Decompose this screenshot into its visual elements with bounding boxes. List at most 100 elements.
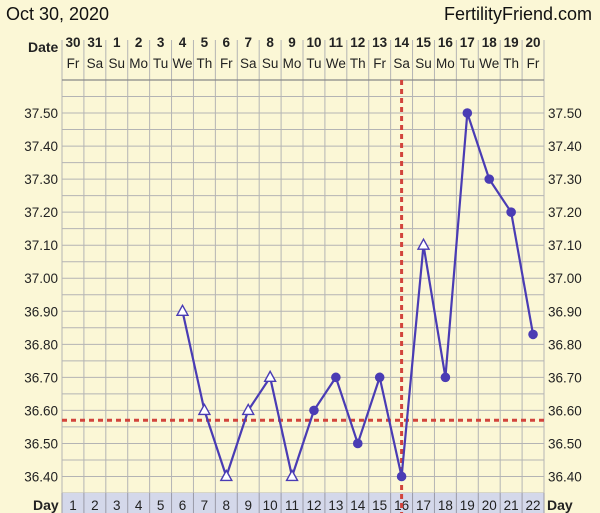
weekday-label: We: [326, 56, 346, 71]
weekday-label: Fr: [373, 56, 386, 71]
ytick-right: 36.40: [548, 469, 582, 484]
day-label: 22: [526, 498, 541, 513]
date-label: 1: [113, 35, 121, 50]
day-row-label-right: Day: [547, 497, 573, 513]
day-label: 21: [504, 498, 519, 513]
date-label: 3: [157, 35, 165, 50]
day-label: 20: [482, 498, 497, 513]
ytick-left: 36.60: [24, 403, 58, 418]
weekday-label: Su: [262, 56, 279, 71]
ytick-right: 36.60: [548, 403, 582, 418]
date-label: 30: [65, 35, 80, 50]
weekday-label: Tu: [153, 56, 168, 71]
ytick-left: 37.40: [24, 139, 58, 154]
date-label: 8: [266, 35, 274, 50]
weekday-label: Sa: [240, 56, 257, 71]
data-point-dot: [440, 372, 451, 383]
day-label: 12: [306, 498, 321, 513]
weekday-label: Mo: [129, 56, 148, 71]
day-label: 7: [201, 498, 209, 513]
weekday-label: Tu: [460, 56, 475, 71]
date-label: 7: [244, 35, 252, 50]
day-label: 11: [285, 498, 299, 513]
data-point-dot: [374, 372, 385, 383]
date-label: 31: [87, 35, 103, 50]
weekday-label: Th: [197, 56, 213, 71]
date-label: 17: [460, 35, 475, 50]
ytick-left: 37.10: [24, 238, 58, 253]
date-label: 18: [482, 35, 498, 50]
weekday-label: We: [172, 56, 192, 71]
data-point-triangle: [219, 469, 234, 482]
data-point-triangle: [241, 402, 255, 416]
date-label: 12: [350, 35, 365, 50]
ytick-right: 37.50: [548, 106, 582, 121]
day-label: 2: [91, 498, 99, 513]
weekday-label: Th: [350, 56, 366, 71]
data-point-dot: [331, 372, 341, 383]
chart-date: Oct 30, 2020: [6, 4, 110, 24]
data-point-dot: [309, 405, 319, 416]
day-label: 4: [135, 498, 143, 513]
day-label: 15: [372, 498, 387, 513]
ytick-right: 37.00: [548, 271, 582, 286]
weekday-label: Fr: [527, 56, 540, 71]
ytick-left: 37.20: [24, 205, 58, 220]
day-label: 13: [328, 498, 343, 513]
date-label: 20: [526, 35, 541, 50]
day-label: 10: [263, 498, 278, 513]
data-point-dot: [352, 438, 363, 449]
data-point-dot: [506, 207, 516, 217]
data-point-triangle: [175, 303, 190, 316]
day-row-label-left: Day: [33, 497, 59, 513]
weekday-label: Sa: [393, 56, 410, 71]
data-point-triangle: [197, 402, 212, 416]
weekday-label: Tu: [306, 56, 321, 71]
ytick-right: 36.50: [548, 436, 582, 451]
weekday-label: Su: [415, 56, 432, 71]
date-label: 11: [329, 35, 344, 50]
ytick-left: 36.50: [24, 436, 58, 451]
ytick-left: 37.00: [24, 271, 58, 286]
weekday-label: Mo: [283, 56, 302, 71]
date-label: 2: [135, 35, 143, 50]
data-point-dot: [528, 329, 538, 340]
day-label: 17: [416, 498, 431, 513]
weekday-label: We: [479, 56, 499, 71]
day-label: 8: [223, 498, 231, 513]
day-label: 5: [157, 498, 165, 513]
data-point-triangle: [285, 469, 299, 482]
site-name: FertilityFriend.com: [443, 4, 592, 24]
day-label: 6: [179, 498, 187, 513]
ytick-left: 36.80: [24, 337, 58, 352]
weekday-label: Su: [109, 56, 126, 71]
day-label: 18: [438, 498, 453, 513]
data-point-dot: [396, 471, 407, 482]
weekday-label: Sa: [87, 56, 104, 71]
ytick-right: 37.20: [548, 205, 582, 220]
weekday-label: Fr: [220, 56, 233, 71]
date-label: 13: [372, 35, 388, 50]
weekday-label: Mo: [436, 56, 455, 71]
day-label: 1: [69, 498, 77, 513]
date-row-label: Date: [28, 39, 59, 55]
date-label: 15: [416, 35, 432, 50]
day-label: 9: [244, 498, 252, 513]
date-label: 5: [201, 35, 209, 50]
date-label: 6: [223, 35, 231, 50]
day-label: 19: [460, 498, 475, 513]
day-label: 14: [350, 498, 366, 513]
ytick-right: 37.40: [548, 139, 582, 154]
date-label: 16: [438, 35, 454, 50]
date-label: 19: [504, 35, 519, 50]
weekday-label: Fr: [67, 56, 80, 71]
day-label: 3: [113, 498, 121, 513]
ytick-right: 36.70: [548, 370, 582, 385]
ytick-right: 37.10: [548, 238, 582, 253]
ytick-left: 36.40: [24, 469, 58, 484]
ytick-left: 37.50: [24, 106, 58, 121]
ytick-left: 37.30: [24, 172, 58, 187]
data-point-dot: [484, 174, 495, 184]
data-point-dot: [462, 108, 473, 118]
